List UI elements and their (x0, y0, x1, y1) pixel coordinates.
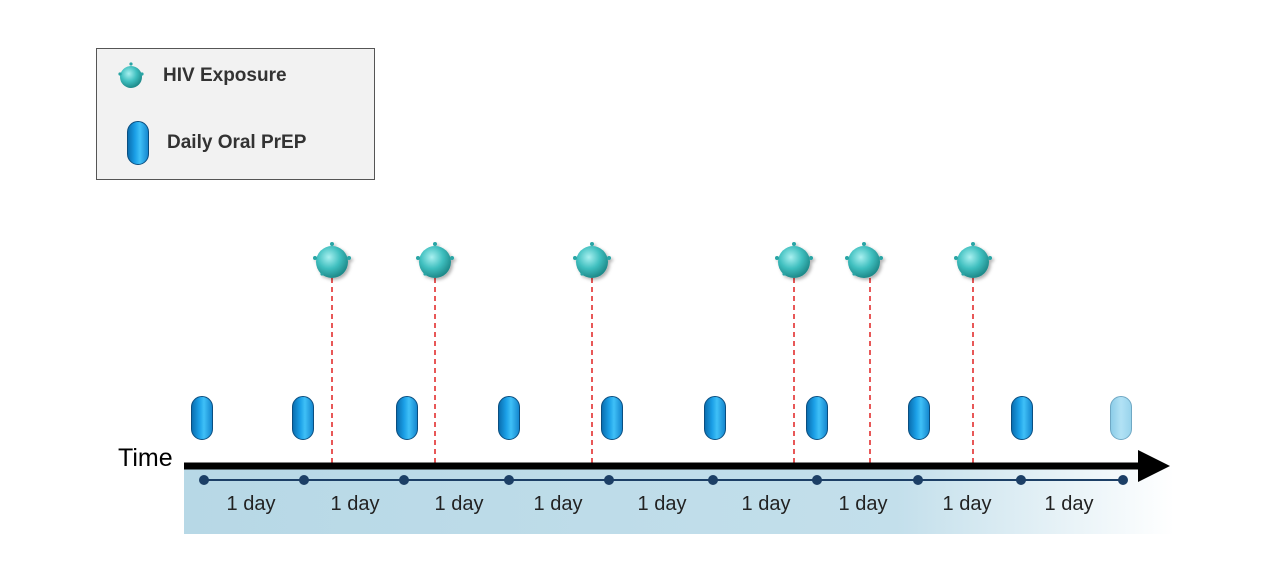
day-label: 1 day (227, 493, 276, 515)
pill-icon (806, 396, 828, 440)
exposure-marker (954, 242, 992, 466)
day-tick (399, 475, 409, 485)
exposure-marker (845, 242, 883, 466)
day-tick (913, 475, 923, 485)
virus-icon (118, 62, 144, 88)
day-label: 1 day (839, 493, 888, 515)
exposure-marker (313, 242, 351, 466)
virus-icon (954, 242, 992, 278)
day-label: 1 day (331, 493, 380, 515)
day-tick (199, 475, 209, 485)
pill-icon (498, 396, 520, 440)
pill-icon (601, 396, 623, 440)
day-label: 1 day (534, 493, 583, 515)
exposure-group (313, 242, 992, 466)
virus-icon (775, 242, 813, 278)
legend-label-hiv-exposure: HIV Exposure (163, 65, 287, 86)
exposure-marker (573, 242, 611, 466)
pill-icon-faded (1110, 396, 1132, 440)
day-label: 1 day (435, 493, 484, 515)
exposure-marker (775, 242, 813, 466)
day-tick (604, 475, 614, 485)
legend-item-hiv-exposure: HIV Exposure (117, 61, 287, 91)
pill-icon (396, 396, 418, 440)
day-label: 1 day (943, 493, 992, 515)
pill-icon (1011, 396, 1033, 440)
day-tick-group (199, 475, 1128, 485)
day-tick (708, 475, 718, 485)
pill-icon (191, 396, 213, 440)
day-label-group: 1 day 1 day 1 day 1 day 1 day 1 day 1 da… (227, 493, 1094, 515)
day-tick (812, 475, 822, 485)
virus-icon (845, 242, 883, 278)
virus-icon (416, 242, 454, 278)
day-tick (299, 475, 309, 485)
day-label: 1 day (742, 493, 791, 515)
legend: HIV Exposure Daily Oral PrEP (96, 48, 375, 180)
virus-icon (313, 242, 351, 278)
exposure-marker (416, 242, 454, 466)
day-tick (504, 475, 514, 485)
day-tick (1118, 475, 1128, 485)
time-axis-label: Time (118, 444, 173, 472)
day-label: 1 day (638, 493, 687, 515)
pill-icon (292, 396, 314, 440)
pill-icon (704, 396, 726, 440)
virus-icon (573, 242, 611, 278)
pill-icon (127, 121, 149, 165)
legend-label-daily-oral-prep: Daily Oral PrEP (167, 132, 307, 153)
legend-item-daily-oral-prep: Daily Oral PrEP (127, 121, 306, 165)
time-axis-arrowhead (1138, 450, 1170, 482)
day-label: 1 day (1045, 493, 1094, 515)
pill-icon (908, 396, 930, 440)
day-tick (1016, 475, 1026, 485)
